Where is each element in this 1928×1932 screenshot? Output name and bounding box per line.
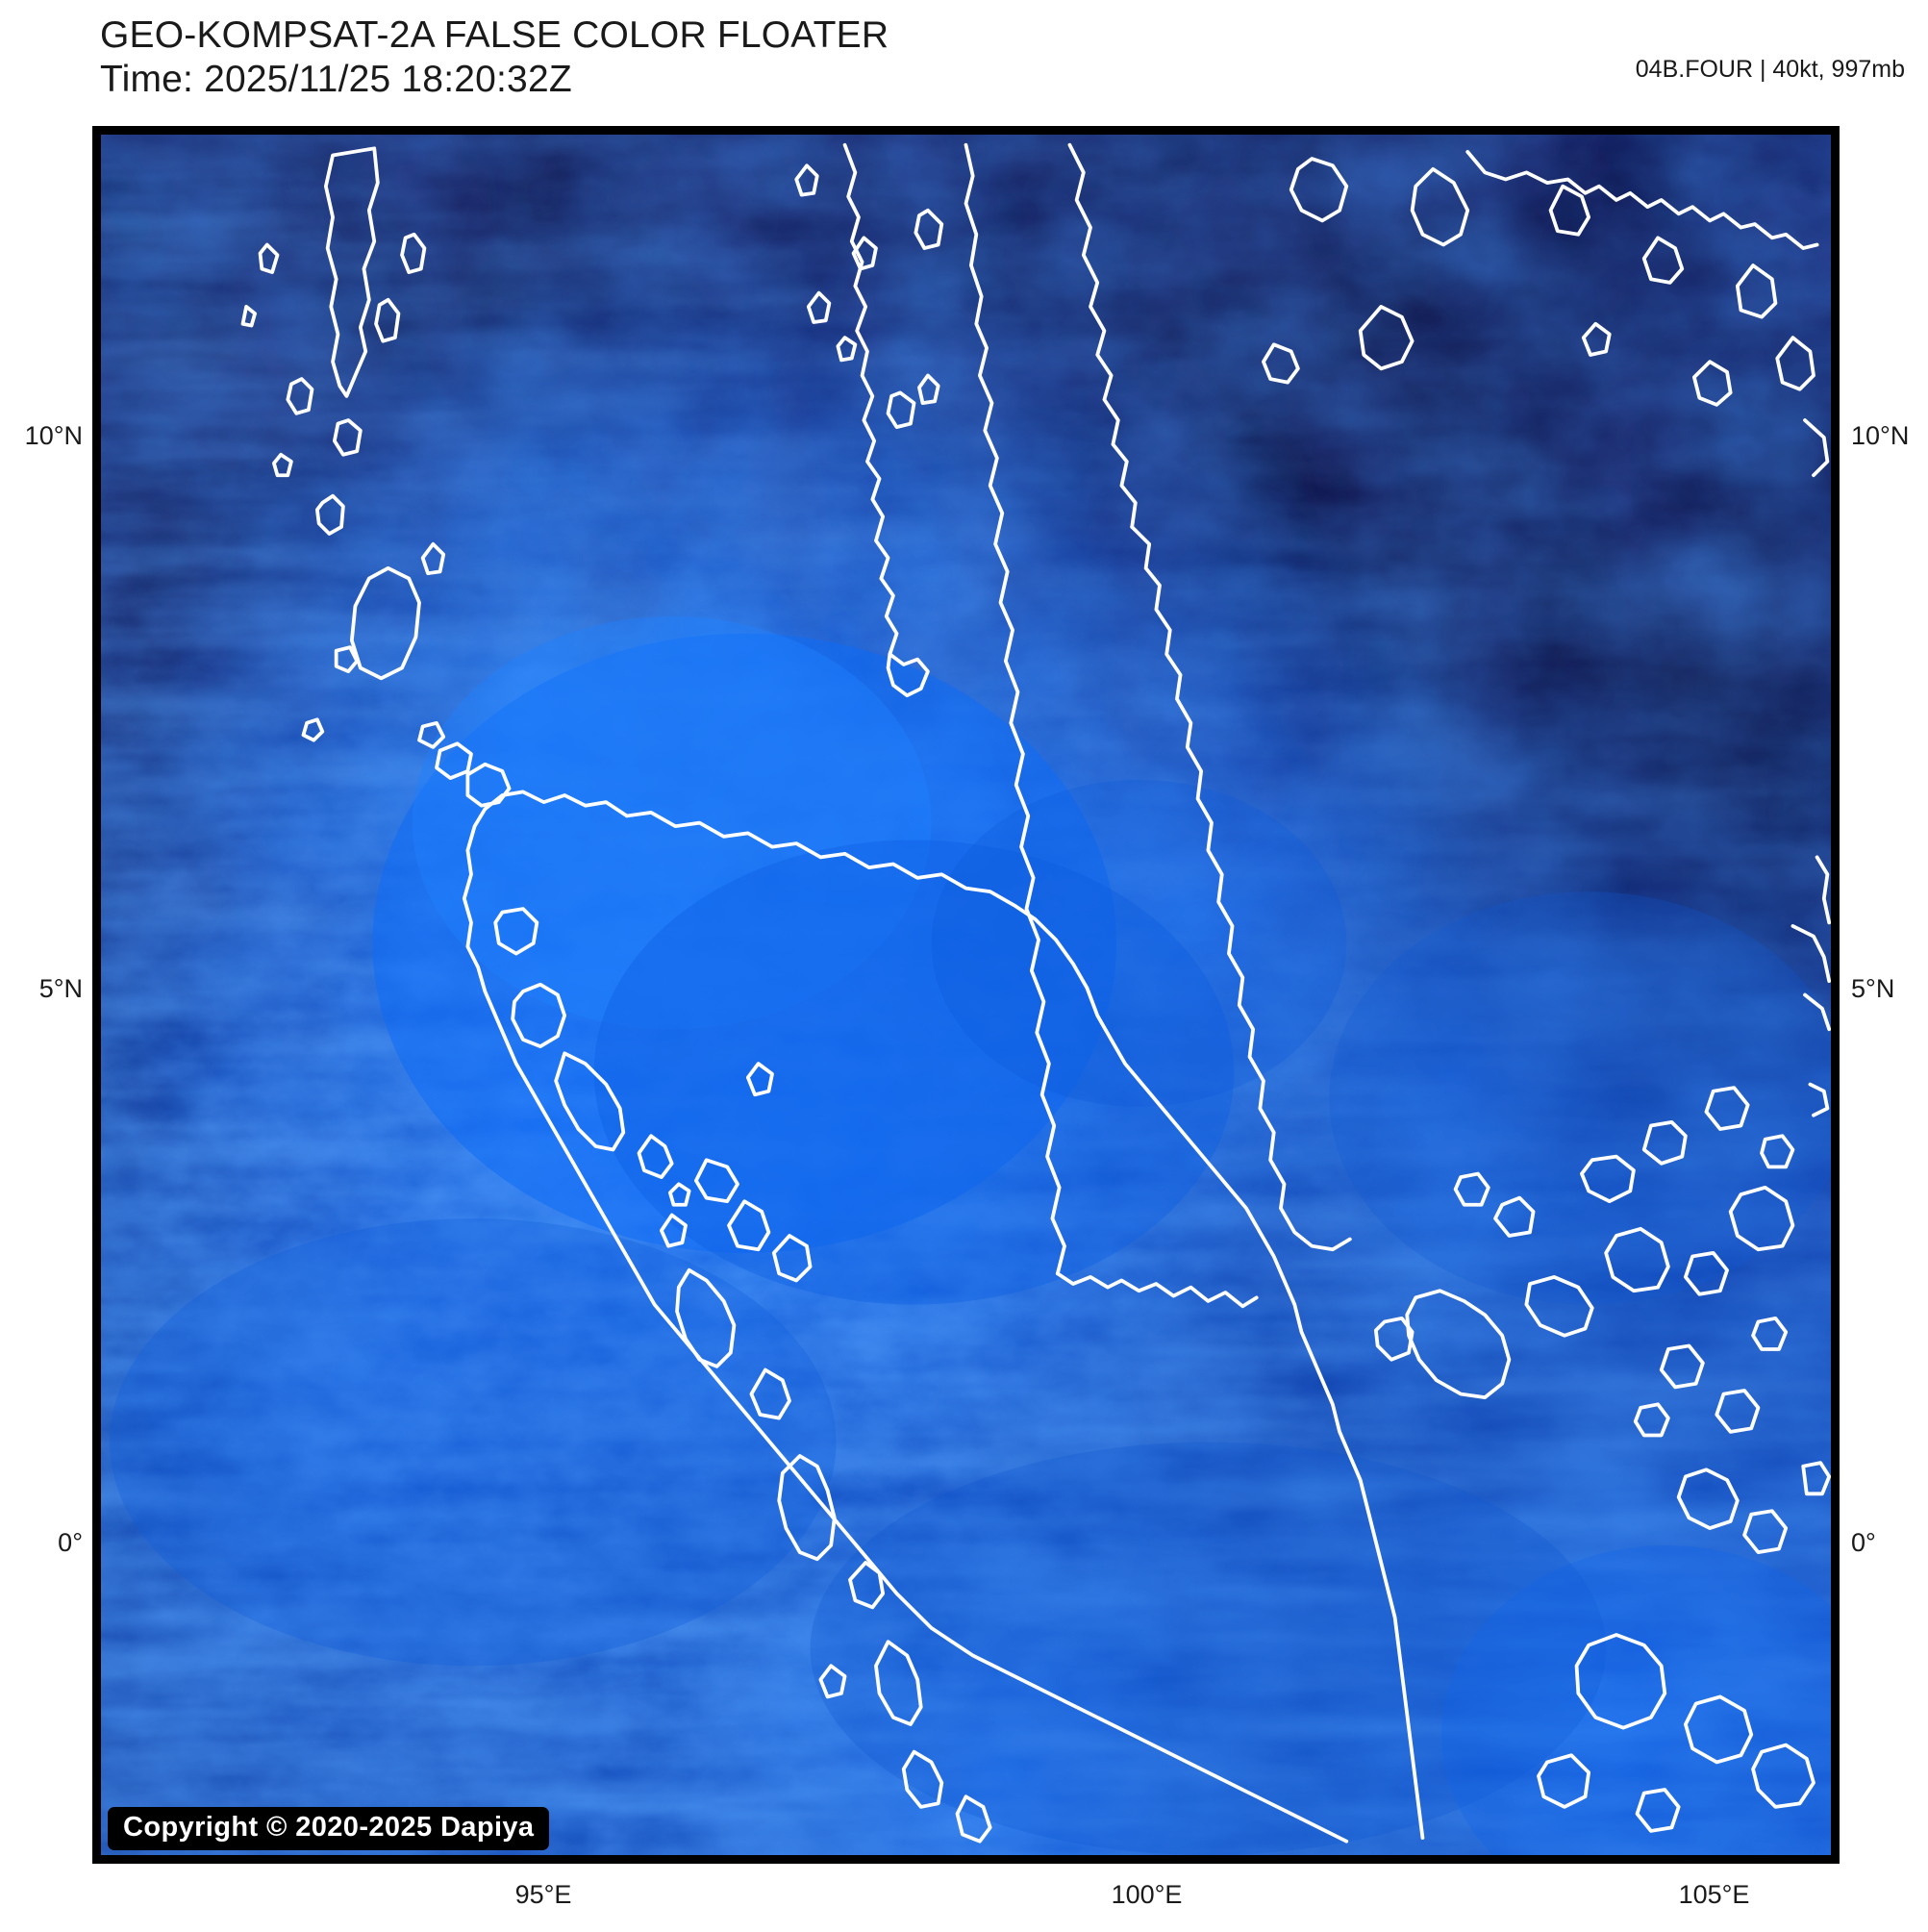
satellite-map[interactable] [101, 135, 1831, 1855]
header-bar: GEO-KOMPSAT-2A FALSE COLOR FLOATER Time:… [0, 0, 1928, 106]
page-title: GEO-KOMPSAT-2A FALSE COLOR FLOATER [100, 14, 889, 56]
imagery-layers [101, 135, 1831, 1855]
y-axis-label-5n: 5°N [38, 974, 83, 1003]
satellite-imagery [101, 135, 1831, 1855]
title-block: GEO-KOMPSAT-2A FALSE COLOR FLOATER Time:… [100, 13, 889, 102]
y-axis-label-0: 0° [58, 1528, 83, 1557]
storm-intensity-label: 04B.FOUR | 40kt, 997mb [1635, 56, 1905, 83]
y-axis-right-label-0: 0° [1851, 1528, 1876, 1557]
y-axis-right-label-10n: 10°N [1851, 421, 1910, 450]
y-axis-right-label-5n: 5°N [1851, 974, 1895, 1003]
copyright-badge: Copyright © 2020-2025 Dapiya [108, 1807, 550, 1850]
coastlines [240, 142, 1831, 1844]
timestamp-label: Time: 2025/11/25 18:20:32Z [100, 59, 572, 100]
x-axis-label-95e: 95°E [514, 1880, 572, 1909]
map-frame [92, 126, 1840, 1864]
x-axis-label-100e: 100°E [1111, 1880, 1183, 1909]
x-axis-label-105e: 105°E [1678, 1880, 1750, 1909]
y-axis-label-10n: 10°N [24, 421, 83, 450]
